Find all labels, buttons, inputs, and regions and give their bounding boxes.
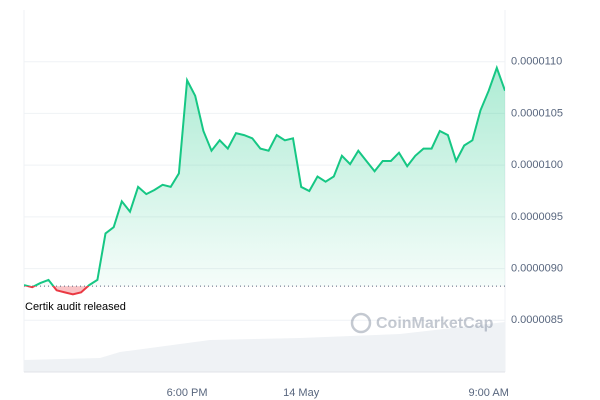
area-above bbox=[24, 67, 505, 287]
annotation: Certik audit released bbox=[25, 301, 126, 313]
x-tick-label: 6:00 PM bbox=[167, 387, 208, 399]
x-tick-label: 14 May bbox=[283, 387, 320, 399]
y-tick-label: 0.0000085 bbox=[511, 314, 563, 326]
y-tick-label: 0.0000095 bbox=[511, 211, 563, 223]
y-tick-label: 0.0000100 bbox=[511, 159, 563, 171]
price-line bbox=[24, 64, 505, 287]
watermark-text: CoinMarketCap bbox=[376, 315, 494, 332]
y-tick-label: 0.0000105 bbox=[511, 107, 563, 119]
volume-area bbox=[24, 322, 505, 372]
y-tick-label: 0.0000110 bbox=[511, 56, 562, 68]
watermark: CoinMarketCap bbox=[350, 312, 494, 334]
y-tick-label: 0.0000090 bbox=[511, 262, 563, 274]
x-tick-label: 9:00 AM bbox=[469, 387, 509, 399]
